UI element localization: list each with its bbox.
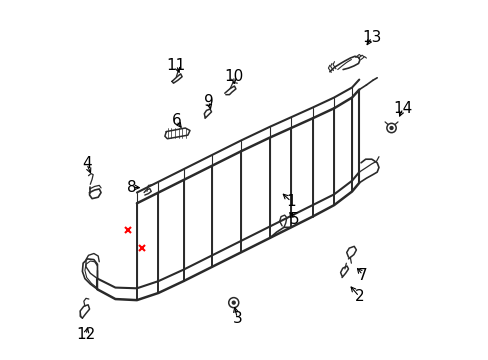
Text: 10: 10 (224, 68, 243, 84)
Text: 7: 7 (357, 267, 367, 283)
Text: 2: 2 (354, 289, 364, 304)
Text: 13: 13 (362, 30, 381, 45)
Circle shape (231, 301, 235, 305)
Text: 9: 9 (203, 94, 213, 109)
Text: 8: 8 (126, 180, 136, 195)
Text: 3: 3 (232, 311, 242, 325)
Text: 6: 6 (171, 113, 181, 128)
Circle shape (388, 126, 393, 130)
Text: 12: 12 (76, 328, 96, 342)
Text: 4: 4 (81, 156, 91, 171)
Text: 5: 5 (289, 212, 299, 227)
Text: 11: 11 (166, 58, 185, 73)
Text: 14: 14 (392, 101, 412, 116)
Text: 1: 1 (285, 194, 295, 209)
